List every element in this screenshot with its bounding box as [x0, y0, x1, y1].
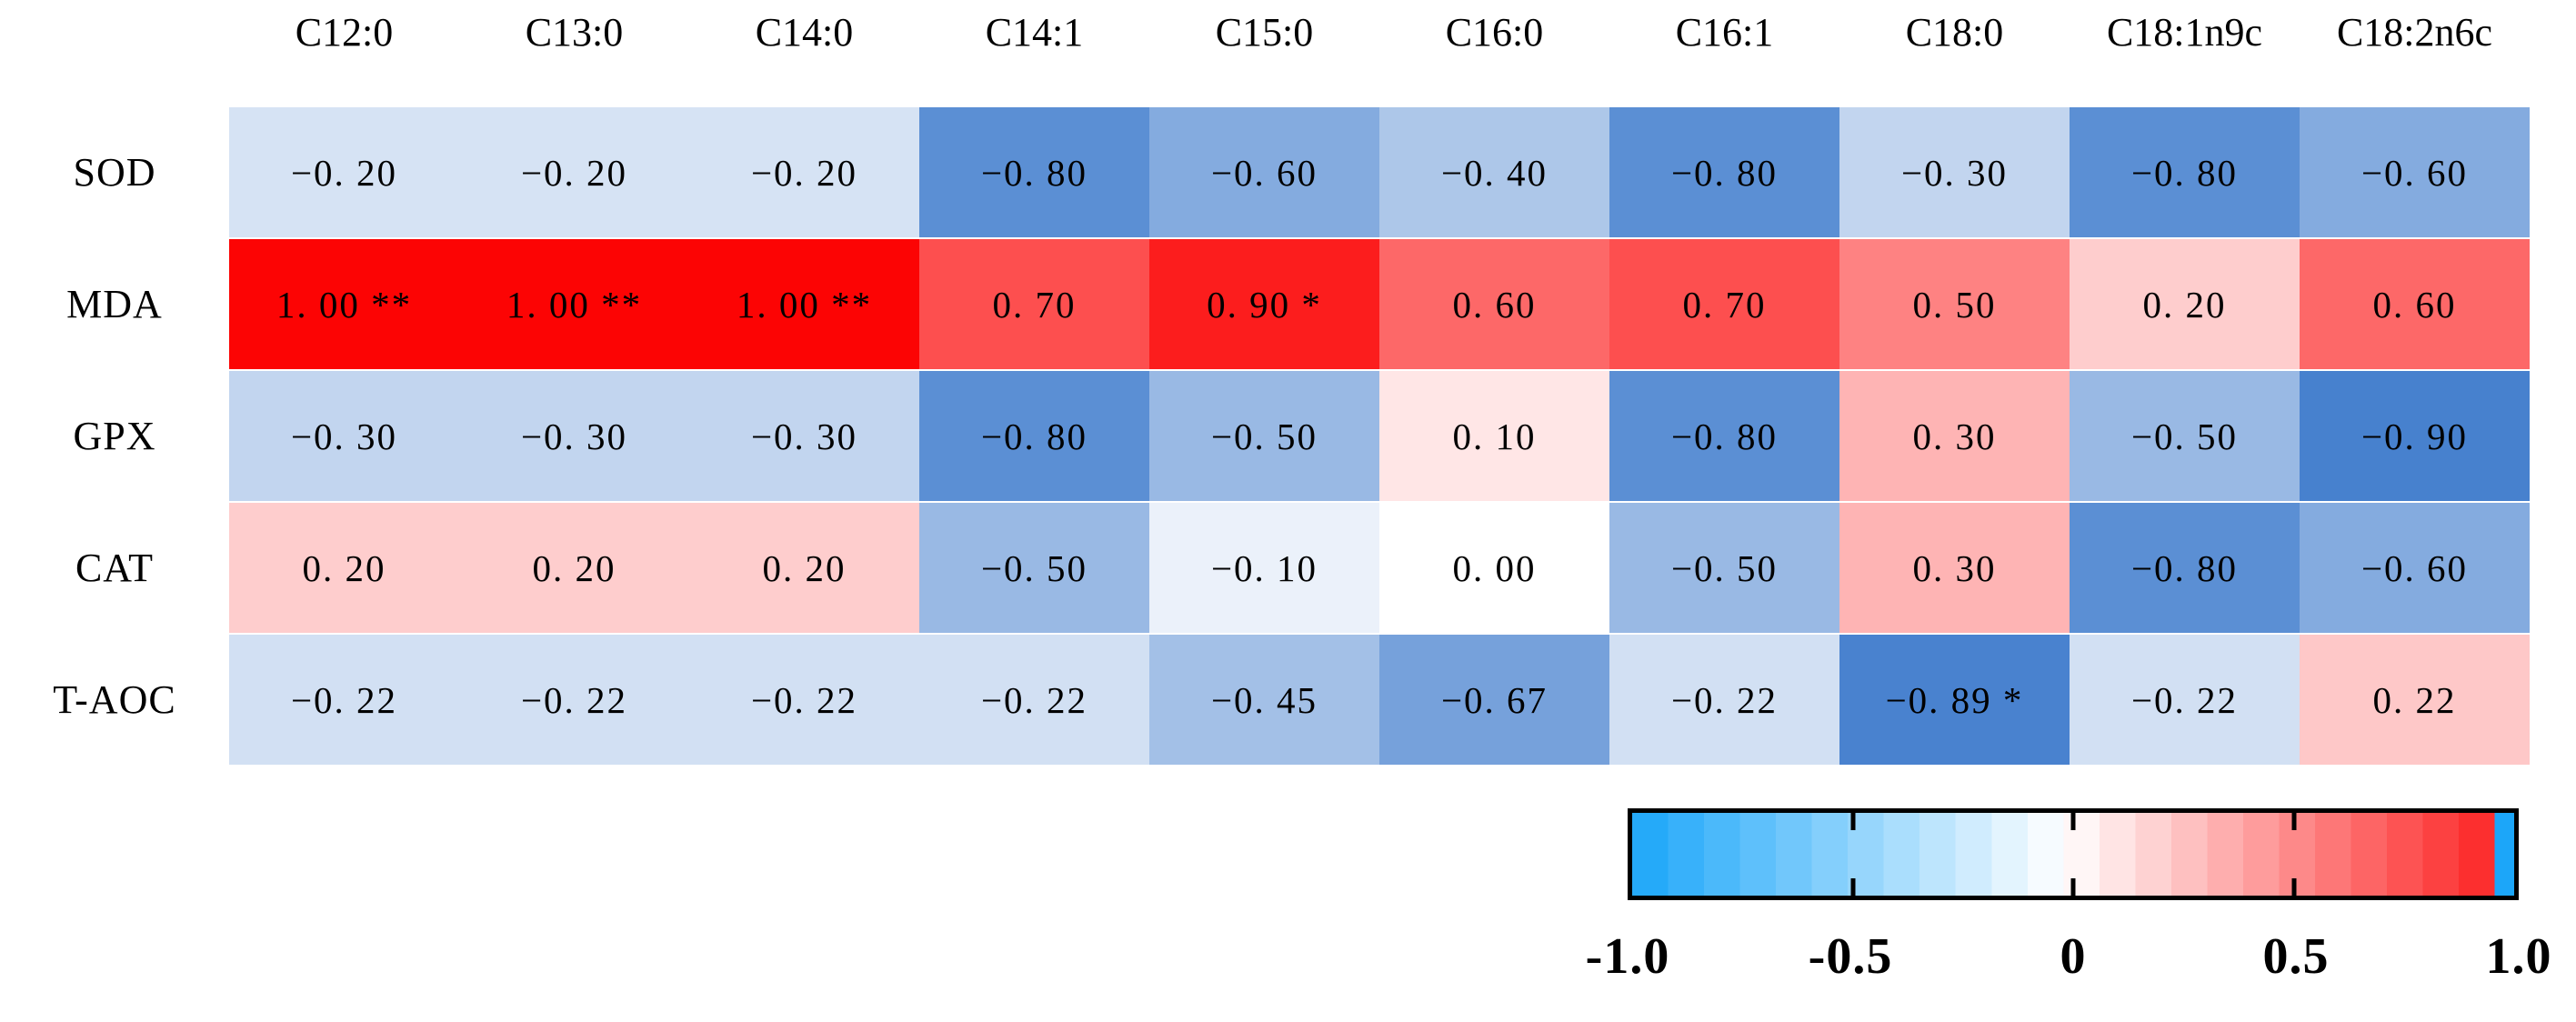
heatmap-row: GPX −0. 30 −0. 30 −0. 30 −0. 80 −0. 50 0. 10 −0… [0, 371, 2530, 501]
heatmap-cell: 0. 20 [2070, 239, 2300, 369]
heatmap-row: CAT 0. 20 0. 20 0. 20 −0. 50 −0. 10 0. 00 −0. 5… [0, 503, 2530, 633]
heatmap-cell: 0. 20 [459, 503, 689, 633]
heatmap-cell: −0. 20 [459, 107, 689, 237]
row-label: SOD [73, 150, 156, 195]
heatmap-cell: 1. 00 ** [459, 239, 689, 369]
heatmap-cell: 1. 00 ** [689, 239, 919, 369]
heatmap-cell: −0. 22 [2070, 635, 2300, 765]
heatmap-cell: −0. 30 [689, 371, 919, 501]
heatmap-cell: 0. 30 [1839, 503, 2070, 633]
colorbar-tick [1850, 878, 1855, 896]
heatmap-cell: −0. 89 * [1839, 635, 2070, 765]
colorbar [1628, 808, 2519, 900]
column-header: C15:0 [1215, 10, 1314, 55]
column-header: C12:0 [295, 10, 394, 55]
heatmap-row: MDA 1. 00 ** 1. 00 ** 1. 00 ** 0. 70 0. 90 * 0… [0, 239, 2530, 369]
heatmap-cell: −0. 22 [459, 635, 689, 765]
colorbar-label: -0.5 [1808, 928, 1893, 985]
heatmap-cell: −0. 80 [2070, 503, 2300, 633]
heatmap-cell: −0. 90 [2300, 371, 2530, 501]
heatmap-cell: −0. 80 [919, 107, 1149, 237]
column-header: C18:1n9c [2106, 10, 2263, 55]
heatmap-cell: 0. 00 [1379, 503, 1609, 633]
heatmap-cell: −0. 30 [459, 371, 689, 501]
heatmap-cell: 0. 20 [229, 503, 459, 633]
heatmap-cell: 0. 50 [1839, 239, 2070, 369]
column-header: C18:2n6c [2336, 10, 2493, 55]
header-spacer [0, 0, 229, 107]
heatmap-row: T-AOC −0. 22 −0. 22 −0. 22 −0. 22 −0. 45 −0. 6… [0, 635, 2530, 765]
heatmap-cell: −0. 80 [1609, 107, 1839, 237]
row-label: T-AOC [53, 677, 176, 722]
colorbar-label: 1.0 [2485, 928, 2552, 985]
colorbar-label: 0 [2060, 928, 2087, 985]
column-header: C16:1 [1675, 10, 1774, 55]
colorbar-tick [2070, 813, 2076, 830]
heatmap-cell: −0. 50 [1149, 371, 1379, 501]
heatmap-cell: −0. 67 [1379, 635, 1609, 765]
column-headers: C12:0 C13:0 C14:0 C14:1 C15:0 C16:0 C16:1 C18:0… [0, 0, 2530, 107]
heatmap-cell: −0. 40 [1379, 107, 1609, 237]
heatmap-cell: −0. 50 [1609, 503, 1839, 633]
heatmap-cell: −0. 80 [2070, 107, 2300, 237]
heatmap-cell: −0. 30 [1839, 107, 2070, 237]
column-header: C18:0 [1905, 10, 2004, 55]
heatmap-cell: 0. 60 [1379, 239, 1609, 369]
heatmap-cell: −0. 60 [2300, 107, 2530, 237]
heatmap-cell: 0. 90 * [1149, 239, 1379, 369]
heatmap-cell: −0. 80 [1609, 371, 1839, 501]
heatmap-row: SOD −0. 20 −0. 20 −0. 20 −0. 80 −0. 60 −0. 40−… [0, 107, 2530, 237]
heatmap-cell: −0. 22 [1609, 635, 1839, 765]
heatmap-cell: 0. 60 [2300, 239, 2530, 369]
heatmap-cell: −0. 20 [689, 107, 919, 237]
colorbar-tick [2291, 878, 2296, 896]
heatmap-cell: 0. 70 [919, 239, 1149, 369]
colorbar-label: -1.0 [1585, 928, 1670, 985]
heatmap-cell: 0. 10 [1379, 371, 1609, 501]
column-header: C16:0 [1445, 10, 1544, 55]
row-label: GPX [73, 414, 156, 458]
heatmap-cell: 0. 70 [1609, 239, 1839, 369]
heatmap-cell: −0. 45 [1149, 635, 1379, 765]
heatmap-cell: 0. 20 [689, 503, 919, 633]
heatmap-cell: −0. 22 [919, 635, 1149, 765]
heatmap-grid: SOD −0. 20 −0. 20 −0. 20 −0. 80 −0. 60 −0. 40−… [0, 107, 2530, 766]
heatmap-cell: 1. 00 ** [229, 239, 459, 369]
column-header: C14:0 [755, 10, 854, 55]
heatmap-cell: 0. 22 [2300, 635, 2530, 765]
row-label: MDA [66, 282, 163, 326]
heatmap-cell: 0. 30 [1839, 371, 2070, 501]
heatmap-cell: −0. 50 [919, 503, 1149, 633]
column-header: C13:0 [525, 10, 624, 55]
heatmap-cell: −0. 22 [689, 635, 919, 765]
colorbar-tick [1850, 813, 1855, 830]
heatmap-cell: −0. 50 [2070, 371, 2300, 501]
heatmap-cell: −0. 60 [1149, 107, 1379, 237]
heatmap-cell: −0. 60 [2300, 503, 2530, 633]
colorbar-tick [2070, 878, 2076, 896]
heatmap-cell: −0. 22 [229, 635, 459, 765]
heatmap-cell: −0. 10 [1149, 503, 1379, 633]
heatmap-cell: −0. 20 [229, 107, 459, 237]
heatmap-cell: −0. 80 [919, 371, 1149, 501]
colorbar-label: 0.5 [2262, 928, 2330, 985]
column-header: C14:1 [985, 10, 1084, 55]
colorbar-tick [2291, 813, 2296, 830]
heatmap-cell: −0. 30 [229, 371, 459, 501]
row-label: CAT [75, 546, 155, 590]
